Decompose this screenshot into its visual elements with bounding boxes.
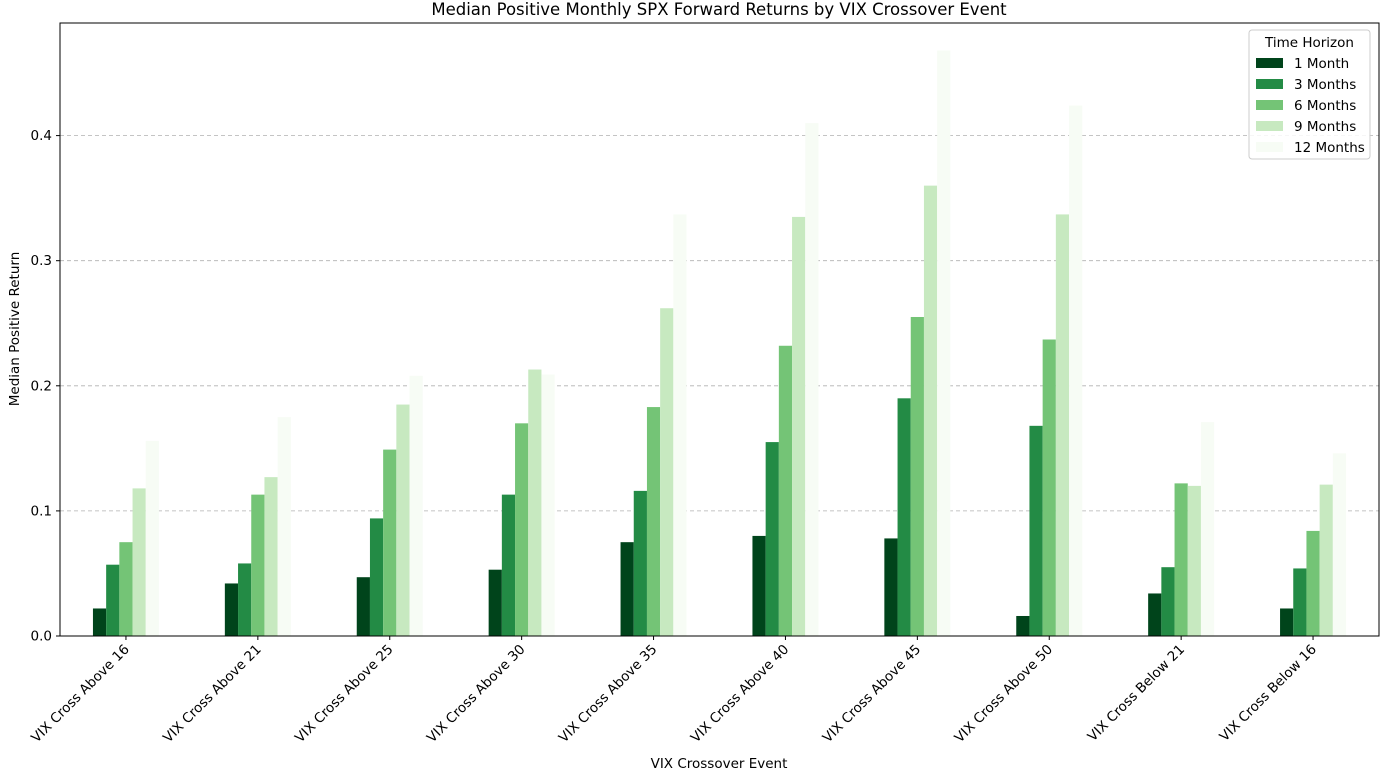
- chart-title: Median Positive Monthly SPX Forward Retu…: [431, 0, 1007, 19]
- bar-12-months: [409, 375, 423, 636]
- bar-1-month: [488, 569, 502, 636]
- legend-label: 6 Months: [1294, 98, 1356, 114]
- bar-3-months: [369, 518, 384, 636]
- bar-9-months: [132, 488, 146, 636]
- bar-3-months: [1029, 425, 1043, 636]
- bar-12-months: [1332, 453, 1347, 636]
- bar-6-months: [251, 494, 265, 636]
- x-axis-label: VIX Crossover Event: [651, 756, 788, 772]
- bar-1-month: [620, 542, 634, 636]
- plot-frame: [59, 22, 1380, 637]
- bar-3-months: [106, 564, 120, 636]
- x-tick-label: VIX Cross Above 16: [28, 642, 133, 747]
- x-axis: VIX Cross Above 16 VIX Cross Above 21 VIX …: [28, 636, 1320, 746]
- x-tick-label: VIX Cross Above 30: [424, 642, 529, 747]
- bar-1-month: [752, 535, 766, 636]
- x-tick-label: VIX Cross Above 21: [160, 642, 265, 747]
- legend-swatch: [1256, 79, 1283, 89]
- bar-1-month: [1280, 608, 1294, 636]
- bar-3-months: [501, 494, 516, 636]
- bar-9-months: [660, 308, 674, 636]
- legend-title: Time Horizon: [1264, 35, 1354, 51]
- bar-6-months: [383, 449, 397, 636]
- legend-label: 12 Months: [1294, 140, 1365, 156]
- bar-12-months: [145, 440, 159, 636]
- bar-9-months: [1055, 214, 1070, 636]
- bar-1-month: [92, 608, 107, 636]
- legend-swatch: [1256, 58, 1283, 68]
- bar-6-months: [910, 316, 924, 636]
- bar-9-months: [1187, 485, 1201, 636]
- bar-12-months: [805, 123, 819, 636]
- bar-1-month: [224, 583, 239, 636]
- bar-1-month: [1148, 593, 1162, 636]
- bar-6-months: [778, 345, 793, 636]
- x-tick-label: VIX Cross Above 50: [952, 642, 1057, 747]
- grid-layer: [60, 135, 1379, 512]
- bar-9-months: [396, 404, 410, 636]
- x-tick-label: VIX Cross Above 35: [556, 642, 661, 747]
- bar-12-months: [277, 417, 291, 636]
- legend-label: 9 Months: [1294, 119, 1356, 135]
- y-axis-label: Median Positive Return: [7, 252, 23, 407]
- bar-6-months: [515, 423, 529, 636]
- bar-6-months: [1042, 339, 1056, 636]
- bar-9-months: [1319, 484, 1333, 636]
- bar-12-months: [673, 214, 687, 636]
- bar-6-months: [1174, 483, 1188, 636]
- bar-9-months: [792, 216, 806, 637]
- bar-9-months: [923, 185, 938, 636]
- y-tick-label: 0.2: [31, 378, 52, 394]
- x-tick-label: VIX Cross Above 25: [292, 642, 397, 747]
- legend-label: 3 Months: [1294, 77, 1356, 93]
- legend: Time Horizon 1 Month 3 Months 6 Months 9 Mon…: [1248, 29, 1371, 160]
- bars-layer: [92, 50, 1347, 637]
- x-tick-label: VIX Cross Below 21: [1085, 642, 1188, 745]
- bar-3-months: [897, 398, 911, 636]
- bar-3-months: [765, 442, 779, 636]
- legend-label: 1 Month: [1294, 56, 1349, 72]
- bar-12-months: [1200, 422, 1215, 636]
- bar-6-months: [1306, 530, 1320, 636]
- bar-12-months: [937, 50, 951, 636]
- x-tick-label: VIX Cross Below 16: [1217, 642, 1320, 745]
- y-tick-label: 0.4: [31, 128, 52, 144]
- bar-6-months: [646, 407, 661, 636]
- bar-3-months: [238, 563, 252, 636]
- y-tick-label: 0.0: [31, 629, 52, 645]
- legend-swatch: [1256, 100, 1283, 110]
- legend-swatch: [1256, 142, 1283, 152]
- bar-1-month: [884, 538, 898, 636]
- bar-12-months: [541, 374, 555, 636]
- bar-1-month: [356, 577, 370, 636]
- bar-12-months: [1069, 105, 1083, 637]
- y-tick-label: 0.1: [31, 503, 52, 519]
- bar-1-month: [1016, 615, 1030, 636]
- legend-swatch: [1256, 121, 1283, 131]
- bar-3-months: [633, 490, 647, 636]
- y-tick-label: 0.3: [31, 253, 52, 269]
- bar-6-months: [119, 542, 133, 636]
- bar-3-months: [1161, 567, 1175, 636]
- bar-9-months: [528, 369, 542, 636]
- bar-9-months: [264, 477, 278, 636]
- x-tick-label: VIX Cross Above 45: [820, 642, 925, 747]
- y-axis: 0.0 0.1 0.2 0.3 0.4: [31, 128, 60, 645]
- x-tick-label: VIX Cross Above 40: [688, 642, 793, 747]
- bar-3-months: [1293, 568, 1307, 636]
